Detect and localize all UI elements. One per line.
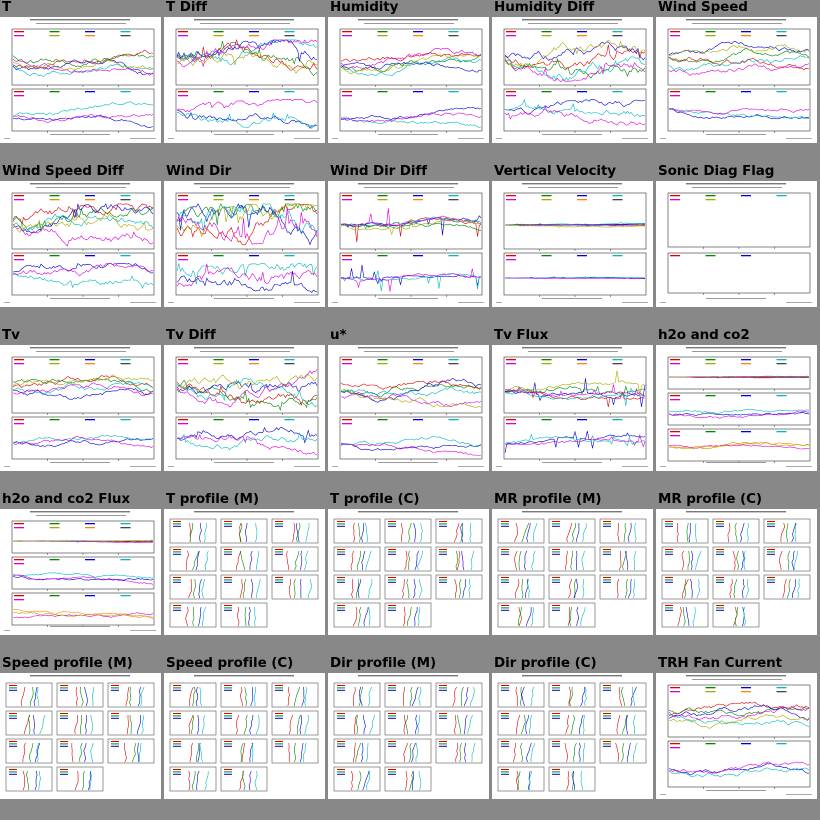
plot-thumbnail [164,181,325,307]
plot-thumbnail [328,181,489,307]
tile-h2o-co2-flux[interactable]: h2o and co2 Flux [0,491,163,656]
plot-thumbnail [656,509,817,635]
tile-title: Wind Speed [658,0,748,15]
tile-trh-fan-current[interactable]: TRH Fan Current [656,655,819,820]
tile-title: T profile (M) [166,491,259,507]
plot-thumbnail [492,181,653,307]
tile-title: Tv Diff [166,327,216,343]
tile-speed-profile-c[interactable]: Speed profile (C) [164,655,327,820]
tile-title: Sonic Diag Flag [658,163,775,179]
tile-title: u* [330,327,347,343]
tile-title: Vertical Velocity [494,163,616,179]
tile-title: Humidity Diff [494,0,595,15]
tile-dir-profile-c[interactable]: Dir profile (C) [492,655,655,820]
tile-title: T profile (C) [330,491,420,507]
plot-thumbnail [328,673,489,799]
tile-wind-dir[interactable]: Wind Dir [164,163,327,328]
tile-title: Wind Speed Diff [2,163,124,179]
tile-speed-profile-m[interactable]: Speed profile (M) [0,655,163,820]
tile-title: h2o and co2 Flux [2,491,131,507]
tile-title: Speed profile (C) [166,655,294,671]
tile-title: MR profile (M) [494,491,602,507]
plot-thumbnail [164,509,325,635]
tile-wind-speed[interactable]: Wind Speed [656,0,819,164]
tile-title: Humidity [330,0,399,15]
tile-sonic-diag-flag[interactable]: Sonic Diag Flag [656,163,819,328]
tile-title: Tv [2,327,20,343]
tile-t-diff[interactable]: T Diff [164,0,327,164]
tile-wind-speed-diff[interactable]: Wind Speed Diff [0,163,163,328]
tile-mr-profile-c[interactable]: MR profile (C) [656,491,819,656]
tile-humidity-diff[interactable]: Humidity Diff [492,0,655,164]
plot-thumbnail [656,345,817,471]
tile-u-star[interactable]: u* [328,327,491,492]
tile-title: Wind Dir [166,163,232,179]
tile-title: TRH Fan Current [658,655,783,671]
tile-mr-profile-m[interactable]: MR profile (M) [492,491,655,656]
tile-t[interactable]: T [0,0,163,164]
plot-thumbnail [328,17,489,143]
plot-thumbnail [656,17,817,143]
plot-thumbnail [328,345,489,471]
plot-thumbnail [492,17,653,143]
tile-title: Dir profile (C) [494,655,597,671]
plot-thumbnail [328,509,489,635]
tile-title: h2o and co2 [658,327,750,343]
plot-thumbnail [0,509,161,635]
tile-tv[interactable]: Tv [0,327,163,492]
plot-thumbnail [0,17,161,143]
tile-title: Wind Dir Diff [330,163,427,179]
plot-thumbnail [492,509,653,635]
tile-title: Dir profile (M) [330,655,437,671]
tile-t-profile-c[interactable]: T profile (C) [328,491,491,656]
tile-vertical-velocity[interactable]: Vertical Velocity [492,163,655,328]
plot-thumbnail [164,17,325,143]
plot-thumbnail [492,345,653,471]
plot-thumbnail [164,345,325,471]
plot-thumbnail [0,673,161,799]
tile-dir-profile-m[interactable]: Dir profile (M) [328,655,491,820]
plot-thumbnail [492,673,653,799]
tile-humidity[interactable]: Humidity [328,0,491,164]
plot-thumbnail [0,181,161,307]
plot-thumbnail [656,181,817,307]
plot-thumbnail [164,673,325,799]
tile-wind-dir-diff[interactable]: Wind Dir Diff [328,163,491,328]
tile-tv-diff[interactable]: Tv Diff [164,327,327,492]
tile-title: T Diff [166,0,207,15]
tile-tv-flux[interactable]: Tv Flux [492,327,655,492]
tile-title: T [2,0,12,15]
plot-thumbnail [0,345,161,471]
tile-title: MR profile (C) [658,491,762,507]
tile-t-profile-m[interactable]: T profile (M) [164,491,327,656]
tile-title: Speed profile (M) [2,655,133,671]
tile-h2o-co2[interactable]: h2o and co2 [656,327,819,492]
tile-title: Tv Flux [494,327,549,343]
plot-thumbnail [656,673,817,799]
